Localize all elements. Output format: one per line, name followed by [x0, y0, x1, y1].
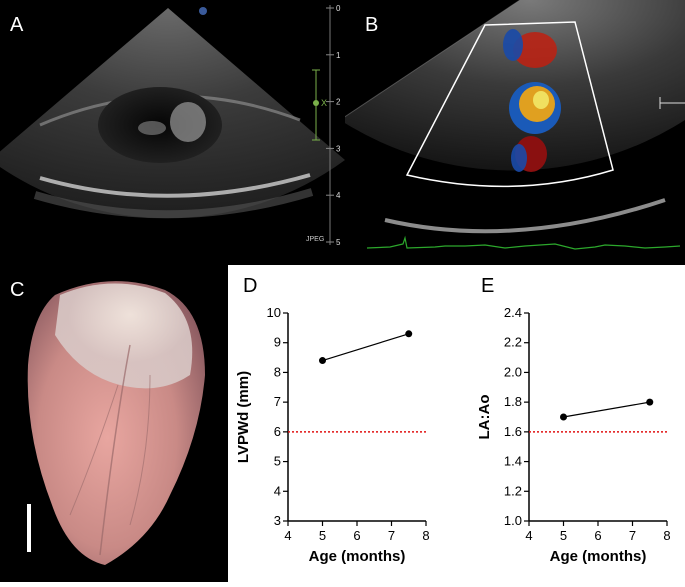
chart-lvpwd: D 3 4 5 6 7 8 9 10 4 5 6 7 8 Age (months) LVPWd (mm) [228, 265, 456, 582]
x-tick-label: 5 [560, 528, 567, 543]
data-point [405, 330, 413, 338]
y-tick-label: 1.0 [504, 513, 522, 528]
y-tick-label: 8 [274, 364, 281, 379]
echo-image-b: JPEG B [305, 0, 685, 265]
depth-tick-label: 0 [336, 4, 341, 13]
x-tick-label: 4 [525, 528, 532, 543]
depth-tick-label: 4 [336, 191, 341, 200]
cursor-label: X [321, 98, 327, 108]
y-tick-label: 2.0 [504, 364, 522, 379]
y-axis-label: LA:Ao [476, 395, 493, 440]
y-tick-label: 10 [267, 305, 281, 320]
series-line [322, 333, 409, 362]
y-tick-label: 4 [274, 483, 281, 498]
x-tick-label: 6 [353, 528, 360, 543]
chart-la-ao-svg: 1.0 1.2 1.4 1.6 1.8 2.0 2.2 2.4 4 5 6 7 8 Age (months… [476, 305, 671, 565]
y-tick-label: 2.2 [504, 335, 522, 350]
x-axis-label: Age (months) [550, 548, 647, 565]
depth-tick-label: 1 [336, 51, 341, 60]
y-tick-label: 6 [274, 424, 281, 439]
x-tick-label: 7 [629, 528, 636, 543]
x-tick-label: 8 [663, 528, 670, 543]
y-tick-label: 9 [274, 335, 281, 350]
y-tick-label: 1.8 [504, 394, 522, 409]
y-tick-label: 1.4 [504, 454, 522, 469]
x-tick-label: 7 [388, 528, 395, 543]
depth-tick-label: 3 [336, 144, 341, 153]
x-tick-label: 8 [422, 528, 429, 543]
y-tick-label: 1.6 [504, 424, 522, 439]
x-tick-label: 5 [319, 528, 326, 543]
heart-photo-drawing [27, 281, 206, 565]
panel-label-c: C [10, 279, 25, 301]
panel-label-a: A [10, 14, 24, 36]
data-point [646, 398, 654, 406]
data-point [319, 357, 326, 365]
depth-tick-label: 5 [336, 238, 341, 247]
y-axis-label: LVPWd (mm) [235, 371, 252, 463]
y-tick-label: 1.2 [504, 483, 522, 498]
x-axis-label: Age (months) [309, 548, 406, 565]
echo-sector-a: 0 1 2 3 4 5 X [0, 4, 345, 247]
panel-label-d: D [243, 275, 258, 297]
panel-label-e: E [481, 275, 495, 297]
panel-label-b: B [365, 14, 379, 36]
x-tick-label: 4 [284, 528, 291, 543]
jpeg-label-a: JPEG [306, 236, 325, 243]
data-point [560, 413, 567, 421]
series-line [563, 401, 650, 418]
chart-la-ao: E 1.0 1.2 1.4 1.6 1.8 2.0 2.2 2.4 4 5 6 7 8 Age (mont… [456, 265, 685, 582]
y-tick-label: 5 [274, 454, 281, 469]
y-tick-label: 7 [274, 394, 281, 409]
heart-photo: C [0, 265, 228, 582]
echo-image-a: 0 1 2 3 4 5 X A [0, 0, 345, 265]
y-tick-label: 3 [274, 513, 281, 528]
echo-sector-b: JPEG [305, 0, 685, 250]
y-tick-label: 2.4 [504, 305, 522, 320]
x-tick-label: 6 [594, 528, 601, 543]
depth-tick-label: 2 [336, 98, 341, 107]
